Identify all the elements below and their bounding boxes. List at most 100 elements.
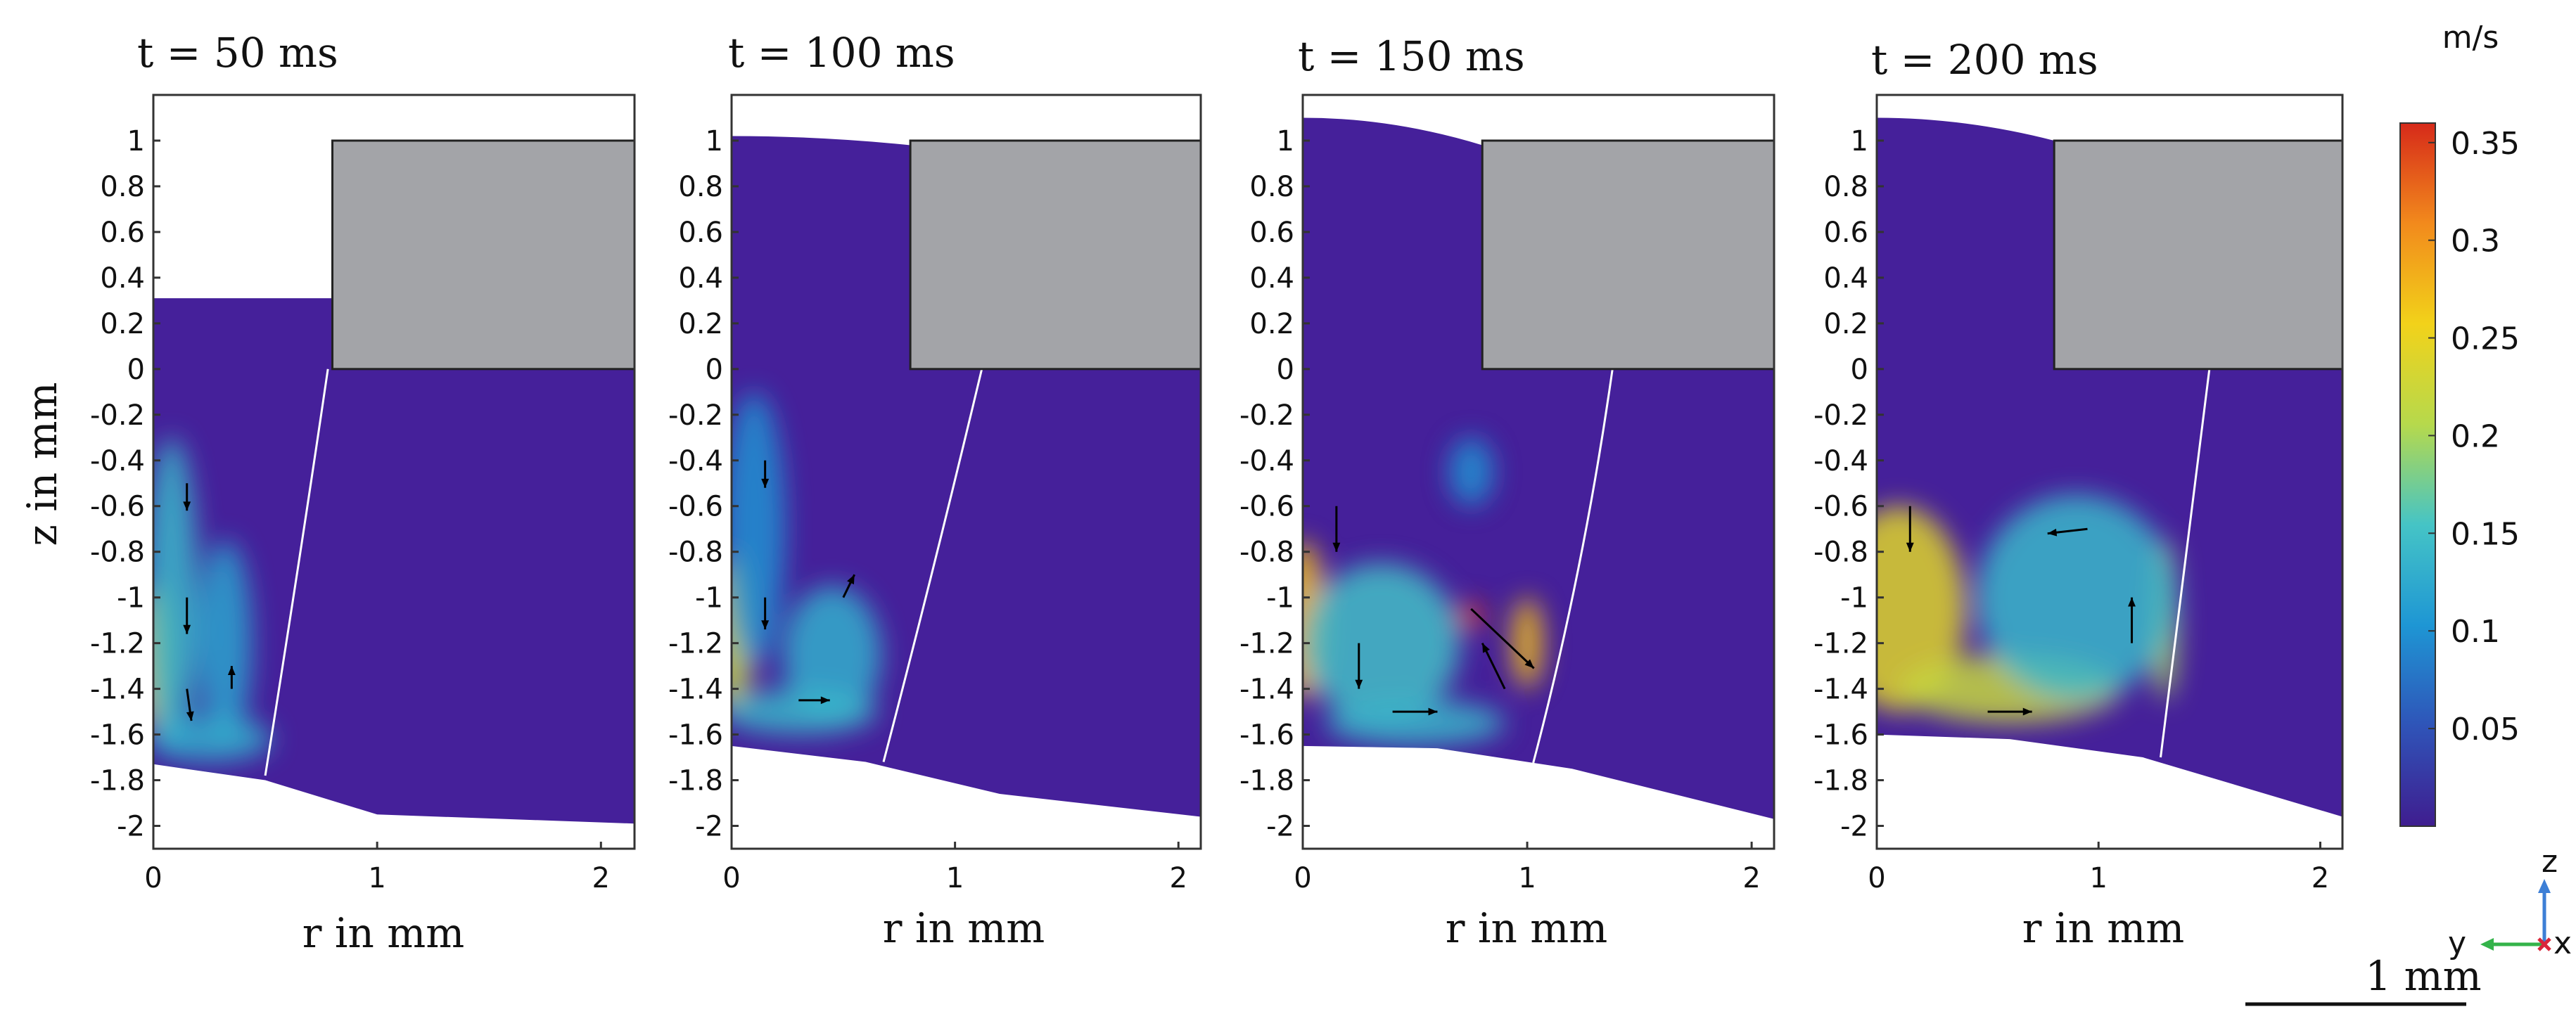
- y-tick-label: -1: [1840, 582, 1868, 615]
- y-tick-label: -0.8: [1813, 537, 1868, 569]
- x-tick-label: 0: [144, 862, 162, 894]
- y-tick-label: -1.4: [1239, 674, 1294, 706]
- y-tick-label: -0.8: [1239, 537, 1294, 569]
- x-tick-label: 1: [946, 862, 964, 894]
- velocity-hot-spot: [198, 540, 252, 746]
- y-tick-label: 0.6: [678, 217, 723, 249]
- velocity-vector: [186, 688, 194, 721]
- y-tick-label: 1: [1851, 125, 1868, 158]
- y-tick-label: -1.8: [1239, 765, 1294, 797]
- colorbar-tick-label: 0.3: [2451, 224, 2500, 259]
- y-tick-label: -0.2: [1239, 399, 1294, 432]
- fluid-region: [153, 298, 635, 824]
- y-tick-label: -0.2: [90, 399, 145, 432]
- colorbar-tick-label: 0.2: [2451, 418, 2500, 454]
- y-tick-label: -2: [117, 811, 145, 843]
- velocity-vector: [1392, 707, 1438, 716]
- triad-z-label: z: [2542, 844, 2558, 880]
- y-tick-label: 0.2: [100, 308, 145, 340]
- colorbar: m/s 0.05 0.1 0.15 0.2 0.25 0.3 0.35: [2399, 20, 2520, 827]
- y-tick-label: 0.6: [1249, 217, 1294, 249]
- y-tick-label: -1.6: [1813, 719, 1868, 752]
- triad-y-label: y: [2448, 925, 2466, 961]
- y-tick-label: -0.4: [1813, 445, 1868, 477]
- x-tick-label: 0: [1868, 862, 1885, 894]
- y-tick-label: 0: [706, 354, 723, 386]
- y-tick-label: -1.4: [1813, 674, 1868, 706]
- obstacle: [909, 139, 1202, 371]
- panel-1: 1 0.8 0.6 0.4 0.2 0 -0.2 -0.4 -0.6 -0.8 -1 -1.2 -1.4…: [18, 29, 636, 957]
- y-tick-label: 0.6: [1823, 217, 1868, 249]
- velocity-hot-spot: [1448, 437, 1494, 506]
- y-tick-label: -0.6: [668, 491, 723, 523]
- velocity-vector: [1355, 643, 1363, 689]
- y-tick-label: -1: [117, 582, 145, 615]
- y-tick-label: 0.2: [1249, 308, 1294, 340]
- y-tick-label: -1.2: [90, 628, 145, 660]
- interface-line: [264, 368, 329, 776]
- panel-2-title: t = 100 ms: [728, 29, 955, 77]
- y-tick-label: -1.2: [1239, 628, 1294, 660]
- velocity-vector: [1481, 642, 1506, 690]
- panel-2-xlabel: r in mm: [883, 904, 1045, 952]
- y-tick-label: 0.6: [100, 217, 145, 249]
- interface-line: [1530, 368, 1614, 769]
- plot-frame: [730, 94, 1202, 850]
- colorbar-tick-label: 0.05: [2451, 712, 2520, 747]
- y-tick-label: 0.8: [1823, 171, 1868, 203]
- y-tick-label: 0: [1851, 354, 1868, 386]
- y-tick-label: 0.4: [1823, 262, 1868, 295]
- velocity-vector: [1332, 506, 1341, 552]
- plot-frame: [1301, 94, 1775, 850]
- y-tick-label: 0.4: [678, 262, 723, 295]
- triad-y-arrowhead: [2480, 938, 2494, 951]
- colorbar-tick-label: 0.35: [2451, 126, 2520, 162]
- axis-triad: z y x: [2448, 844, 2572, 961]
- velocity-hot-spot: [153, 716, 272, 762]
- velocity-hot-spot: [1511, 597, 1543, 689]
- obstacle: [1481, 139, 1775, 371]
- velocity-vector: [183, 483, 191, 511]
- panel-1-title: t = 50 ms: [137, 29, 338, 77]
- panel-3-xlabel: r in mm: [1446, 904, 1608, 952]
- y-tick-label: -1.8: [1813, 765, 1868, 797]
- triad-x-mark-b: [2537, 937, 2551, 951]
- y-tick-label: 0: [127, 354, 145, 386]
- y-tick-label: 0.8: [1249, 171, 1294, 203]
- y-tick-label: -1: [695, 582, 723, 615]
- y-tick-label: -2: [1840, 811, 1868, 843]
- y-tick-label: -1.6: [1239, 719, 1294, 752]
- velocity-hot-spot: [732, 688, 877, 735]
- velocity-vector: [1906, 506, 1914, 552]
- interface-line: [2160, 368, 2211, 758]
- colorbar-gradient: [2399, 122, 2436, 827]
- y-tick-label: -0.8: [668, 537, 723, 569]
- panel-1-xlabel: r in mm: [302, 909, 465, 957]
- x-tick-label: 1: [368, 862, 385, 894]
- y-tick-label: -0.6: [1813, 491, 1868, 523]
- obstacle: [2053, 139, 2344, 371]
- y-tick-label: 0.2: [1823, 308, 1868, 340]
- scale-bar: 1 mm: [2245, 952, 2482, 1006]
- obstacle: [331, 139, 636, 371]
- interface-line: [882, 368, 983, 762]
- y-tick-label: -1.2: [1813, 628, 1868, 660]
- y-tick-label: -1.8: [668, 765, 723, 797]
- x-tick-label: 0: [1294, 862, 1311, 894]
- y-tick-label: 1: [1277, 125, 1294, 158]
- velocity-hot-spot: [153, 437, 198, 758]
- y-tick-label: 0.8: [678, 171, 723, 203]
- plot-frame: [152, 94, 636, 850]
- velocity-hot-spot: [783, 586, 881, 724]
- triad-z-arrowhead: [2538, 879, 2551, 893]
- panel-3: 1 0.8 0.6 0.4 0.2 0 -0.2 -0.4 -0.6 -0.8 -1 -1.2 -1.4…: [1239, 32, 1775, 952]
- y-tick-label: 1: [127, 125, 145, 158]
- y-tick-label: 0.8: [100, 171, 145, 203]
- colorbar-tick-label: 0.15: [2451, 516, 2520, 552]
- y-tick-label: -0.6: [1239, 491, 1294, 523]
- velocity-hot-spot: [1976, 494, 2176, 700]
- colorbar-tick-label: 0.1: [2451, 614, 2500, 650]
- velocity-vector: [761, 460, 770, 488]
- plot-frame: [1875, 94, 2344, 850]
